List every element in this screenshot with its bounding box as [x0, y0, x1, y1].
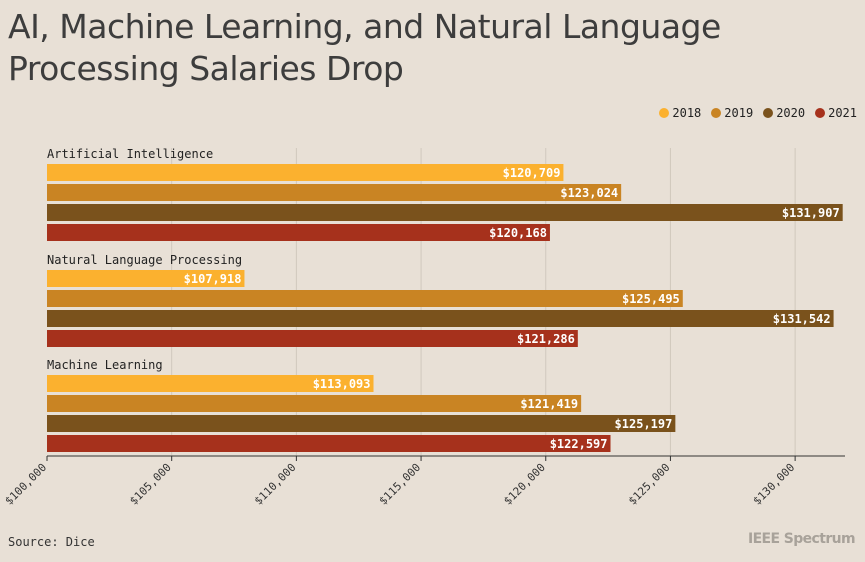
- legend-label-2019: 2019: [724, 106, 754, 120]
- x-tick-label: $105,000: [127, 461, 174, 508]
- bar-2020: [47, 204, 843, 221]
- legend-swatch-2020: [763, 108, 774, 118]
- bar-value-label: $131,907: [782, 206, 840, 220]
- legend: 2018 2019 2020 2021: [659, 106, 857, 120]
- x-tick-label: $120,000: [501, 461, 548, 508]
- bar-value-label: $121,419: [520, 397, 578, 411]
- x-tick-label: $110,000: [252, 461, 299, 508]
- bar-2018: [47, 375, 374, 392]
- category-label: Artificial Intelligence: [47, 147, 213, 161]
- x-tick-label: $100,000: [2, 461, 49, 508]
- chart-title: AI, Machine Learning, and Natural Langua…: [8, 7, 721, 88]
- legend-label-2020: 2020: [776, 106, 806, 120]
- legend-swatch-2018: [659, 108, 670, 118]
- bar-2019: [47, 290, 683, 307]
- bar-value-label: $131,542: [773, 312, 831, 326]
- category-label: Natural Language Processing: [47, 253, 242, 267]
- legend-swatch-2021: [815, 108, 826, 118]
- legend-swatch-2019: [711, 108, 722, 118]
- bar-value-label: $122,597: [550, 437, 608, 451]
- x-tick-label: $125,000: [626, 461, 673, 508]
- x-tick-label: $115,000: [377, 461, 424, 508]
- bar-2021: [47, 224, 550, 241]
- bar-value-label: $120,709: [503, 166, 561, 180]
- bar-2021: [47, 435, 611, 452]
- bar-2021: [47, 330, 578, 347]
- bar-value-label: $113,093: [313, 377, 371, 391]
- bar-value-label: $123,024: [560, 186, 618, 200]
- legend-label-2021: 2021: [828, 106, 857, 120]
- bar-value-label: $107,918: [184, 272, 242, 286]
- bar-value-label: $120,168: [489, 226, 547, 240]
- category-label: Machine Learning: [47, 358, 163, 372]
- brand-logo: IEEE Spectrum: [747, 531, 856, 547]
- bar-2019: [47, 184, 622, 201]
- bar-2020: [47, 310, 834, 327]
- legend-label-2018: 2018: [672, 106, 702, 120]
- legend-item-2020: 2020: [763, 106, 805, 120]
- source-note: Source: Dice: [8, 535, 95, 549]
- legend-item-2021: 2021: [815, 106, 857, 120]
- bar-2020: [47, 415, 676, 432]
- bar-2019: [47, 395, 582, 412]
- bar-2018: [47, 164, 564, 181]
- legend-item-2018: 2018: [659, 106, 701, 120]
- bar-value-label: $121,286: [517, 332, 575, 346]
- bar-value-label: $125,495: [622, 292, 680, 306]
- legend-item-2019: 2019: [711, 106, 753, 120]
- bar-value-label: $125,197: [615, 417, 673, 431]
- bar-2018: [47, 270, 245, 287]
- x-tick-label: $130,000: [751, 461, 798, 508]
